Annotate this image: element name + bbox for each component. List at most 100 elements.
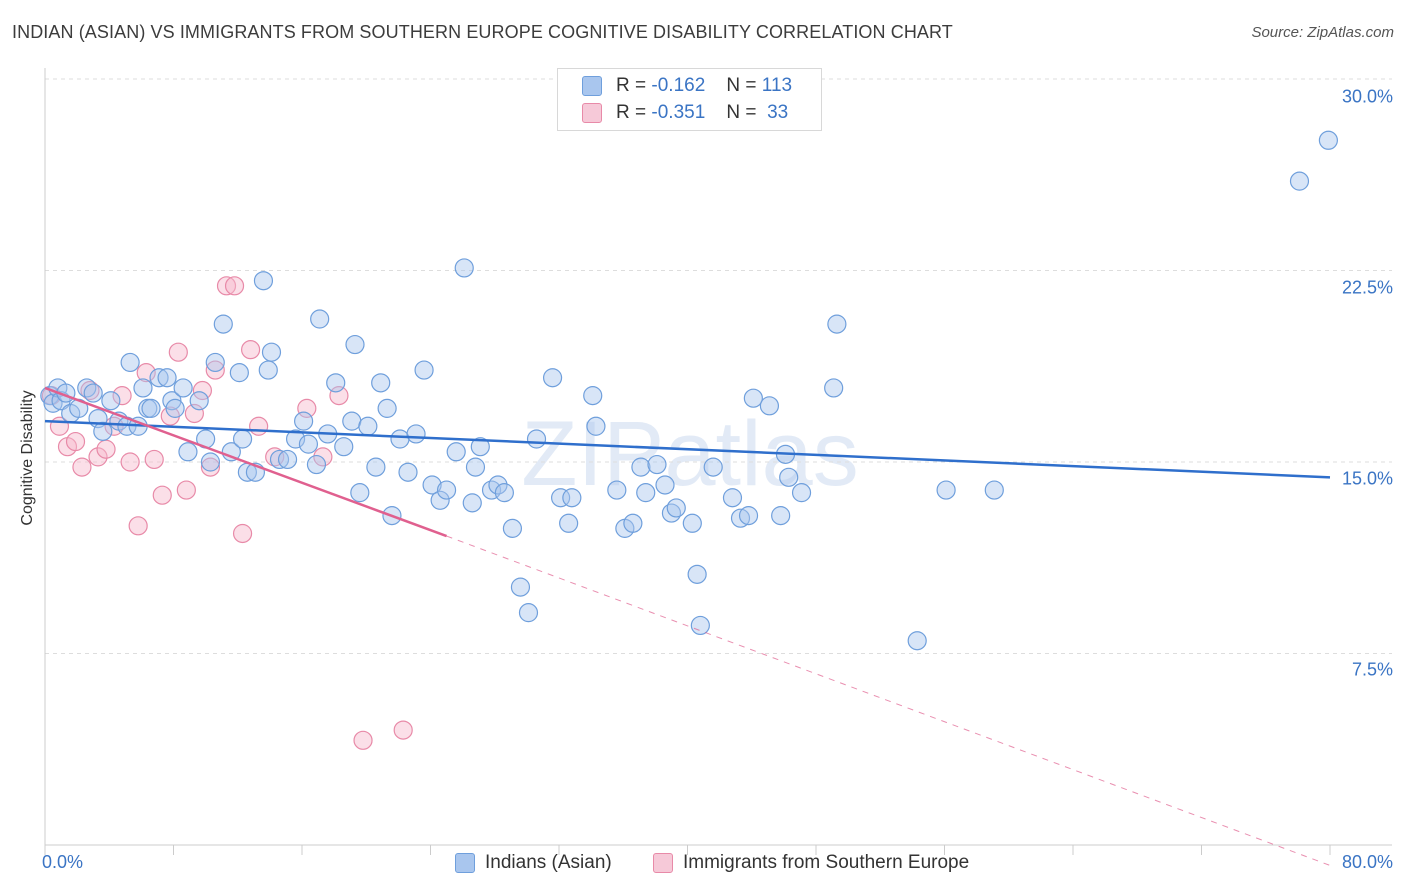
- n-value: 33: [767, 102, 789, 123]
- indians-asian-point-75: [542, 368, 563, 388]
- indians-asian-point-14: [120, 352, 140, 373]
- southern-europe-point-20: [200, 457, 221, 477]
- indians-asian-point-35: [253, 271, 274, 291]
- indians-asian-point-41: [294, 411, 314, 431]
- x-tick-label-80: 80.0%: [1341, 852, 1393, 872]
- indians-asian-point-94: [722, 488, 743, 508]
- indians-asian-point-102: [791, 483, 812, 503]
- indians-asian-point-59: [414, 360, 434, 380]
- r-label: R =: [616, 75, 647, 96]
- y-tick-label-7-5: 7.5%: [1351, 659, 1393, 680]
- southern-europe-point-10: [120, 452, 140, 472]
- southern-europe-point-30: [353, 730, 373, 750]
- chart-title: INDIAN (ASIAN) VS IMMIGRANTS FROM SOUTHE…: [12, 22, 953, 42]
- y-tick-label-30: 30.0%: [1341, 86, 1393, 107]
- grid-lines: [45, 78, 1392, 654]
- indians-asian-point-20: [157, 368, 177, 388]
- southern-europe-point-32: [205, 360, 225, 380]
- southern-europe-point-3: [65, 431, 86, 452]
- indians-asian-point-44: [310, 309, 330, 329]
- indians-asian-point-40: [285, 429, 306, 449]
- southern-europe-point-13: [144, 449, 164, 470]
- chart-source: Source: ZipAtlas.com: [1251, 24, 1394, 41]
- indians-asian-point-70: [494, 483, 514, 503]
- indians-asian-point-105: [907, 631, 927, 651]
- indians-asian-point-53: [371, 373, 391, 393]
- trend-line-0: [44, 419, 1331, 479]
- indians-asian-point-47: [334, 437, 354, 457]
- indians-asian-point-38: [269, 449, 290, 470]
- indians-asian-point-22: [165, 398, 185, 418]
- indians-asian-point-91: [687, 564, 707, 584]
- indians-asian-point-16: [133, 378, 153, 398]
- legend-swatch-pink: [582, 103, 602, 123]
- indians-asian-point-49: [345, 334, 365, 355]
- indians-asian-point-83: [623, 513, 643, 533]
- stats-legend: R = -0.162 N = 113 R = -0.351 N = 33: [557, 68, 822, 131]
- n-label: N =: [726, 102, 757, 123]
- southern-europe-point-7: [96, 439, 116, 459]
- indians-asian-point-84: [631, 457, 651, 477]
- indians-asian-point-103: [824, 378, 844, 398]
- indians-asian-point-37: [261, 342, 282, 362]
- legend-swatch-blue: [455, 853, 475, 873]
- indians-asian-point-81: [607, 480, 627, 500]
- indians-asian-point-42: [298, 434, 319, 454]
- r-value: -0.351: [651, 102, 706, 123]
- n-value: 113: [761, 75, 793, 96]
- series-indians-asian-points: [40, 130, 1338, 651]
- indians-asian-point-18: [141, 398, 161, 418]
- indians-asian-point-87: [655, 475, 675, 495]
- indians-asian-point-97: [743, 388, 763, 408]
- indians-asian-point-32: [232, 429, 253, 449]
- legend-swatch-pink: [653, 853, 673, 873]
- indians-asian-point-28: [205, 352, 225, 373]
- indians-asian-point-46: [326, 373, 346, 393]
- indians-asian-point-51: [358, 416, 378, 436]
- r-value: -0.162: [651, 75, 706, 96]
- series-legend: Indians (Asian) Immigrants from Southern…: [0, 852, 1406, 876]
- southern-europe-point-21: [216, 276, 237, 296]
- indians-asian-point-58: [406, 424, 426, 444]
- southern-europe-point-4: [72, 457, 92, 477]
- southern-europe-point-9: [112, 386, 132, 406]
- indians-asian-point-79: [583, 386, 603, 406]
- indians-asian-point-43: [306, 454, 327, 475]
- indians-asian-point-25: [189, 391, 209, 411]
- trend-line-2: [446, 535, 1331, 866]
- indians-asian-point-19: [149, 368, 169, 388]
- indians-asian-point-93: [703, 457, 723, 477]
- indians-asian-point-48: [342, 411, 362, 431]
- indians-asian-point-60: [422, 475, 442, 495]
- indians-asian-point-98: [759, 396, 780, 416]
- trend-lines: [44, 386, 1331, 866]
- indians-asian-point-39: [277, 449, 298, 470]
- indians-asian-point-23: [173, 378, 193, 398]
- southern-europe-point-24: [241, 340, 261, 360]
- indians-asian-point-72: [510, 577, 531, 597]
- trend-line-1: [44, 386, 447, 538]
- southern-europe-point-27: [297, 398, 317, 418]
- indians-asian-point-57: [398, 462, 418, 482]
- indians-asian-point-54: [377, 398, 397, 418]
- indians-asian-point-69: [488, 475, 508, 495]
- indians-asian-point-63: [446, 442, 466, 462]
- indians-asian-point-52: [366, 457, 386, 477]
- legend-label-indians: Indians (Asian): [485, 852, 612, 873]
- axes: [44, 68, 1392, 855]
- indians-asian-point-101: [779, 467, 799, 487]
- indians-asian-point-62: [436, 480, 457, 500]
- southern-europe-point-16: [168, 342, 188, 362]
- southern-europe-point-12: [136, 363, 156, 383]
- indians-asian-point-56: [390, 429, 410, 449]
- indians-asian-point-29: [213, 314, 233, 334]
- indians-asian-point-108: [1289, 171, 1310, 191]
- y-tick-label-15: 15.0%: [1341, 468, 1393, 489]
- indians-asian-point-65: [462, 493, 482, 513]
- x-tick-label-0: 0.0%: [42, 852, 84, 872]
- n-label: N =: [726, 75, 757, 96]
- y-axis-label: Cognitive Disability: [19, 390, 36, 526]
- indians-asian-point-8: [83, 383, 103, 403]
- indians-asian-point-50: [350, 483, 370, 503]
